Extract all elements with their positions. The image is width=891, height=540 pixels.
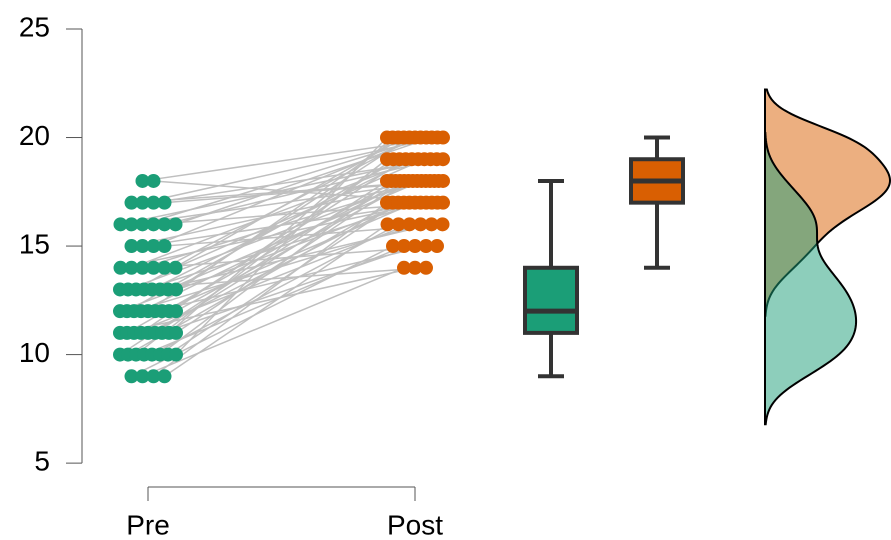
point xyxy=(124,217,139,232)
point xyxy=(135,260,150,275)
pair-line xyxy=(142,136,427,226)
pair-line xyxy=(131,158,419,269)
pair-line xyxy=(175,180,414,312)
point xyxy=(436,152,450,167)
x-tick-label: Post xyxy=(387,509,443,540)
point xyxy=(408,239,422,254)
pair-line xyxy=(140,180,409,312)
point xyxy=(146,369,161,384)
pair-line xyxy=(153,158,444,204)
point xyxy=(436,195,450,210)
y-tick-label: 20 xyxy=(19,120,50,151)
pair-line xyxy=(154,180,401,334)
point xyxy=(124,239,139,254)
point xyxy=(157,195,172,210)
pair-line xyxy=(142,201,432,247)
box xyxy=(523,265,579,335)
point xyxy=(424,217,439,232)
pair-line xyxy=(154,245,427,312)
y-tick-label: 15 xyxy=(19,228,50,259)
point xyxy=(397,260,411,275)
pair-line xyxy=(168,136,394,334)
point xyxy=(169,304,183,319)
point xyxy=(169,347,183,362)
point xyxy=(168,260,183,275)
pair-line xyxy=(142,136,444,182)
point xyxy=(408,260,422,275)
density xyxy=(764,131,858,426)
y-tick-label: 5 xyxy=(34,446,50,477)
point xyxy=(124,260,139,275)
pair-line xyxy=(142,267,405,377)
pair-line xyxy=(131,180,435,226)
point xyxy=(169,325,183,340)
pair-line xyxy=(161,245,416,334)
point xyxy=(146,260,161,275)
point xyxy=(124,369,139,384)
point xyxy=(430,239,444,254)
point xyxy=(113,217,128,232)
point xyxy=(419,239,433,254)
pair-line xyxy=(151,223,399,356)
point xyxy=(157,369,172,384)
pair-line xyxy=(164,136,416,269)
point xyxy=(124,195,139,210)
point xyxy=(436,130,450,145)
point xyxy=(168,217,183,232)
point xyxy=(146,239,161,254)
y-tick-label: 25 xyxy=(19,11,50,42)
point xyxy=(135,195,150,210)
pair-line xyxy=(143,201,421,291)
point xyxy=(386,239,400,254)
point xyxy=(380,217,395,232)
point xyxy=(135,217,150,232)
point xyxy=(419,260,433,275)
point xyxy=(402,217,417,232)
point xyxy=(146,173,161,188)
point xyxy=(146,217,161,232)
point xyxy=(157,260,172,275)
x-tick-label: Pre xyxy=(126,509,170,540)
point xyxy=(135,239,150,254)
point xyxy=(397,239,411,254)
point xyxy=(413,217,428,232)
point xyxy=(157,217,172,232)
point xyxy=(391,217,406,232)
point xyxy=(135,173,150,188)
point xyxy=(113,260,128,275)
point xyxy=(135,369,150,384)
pair-line xyxy=(175,136,433,226)
point xyxy=(146,195,161,210)
pair-line xyxy=(142,136,438,204)
point xyxy=(435,217,450,232)
point xyxy=(436,173,450,188)
pair-line xyxy=(120,201,427,269)
y-tick-label: 10 xyxy=(19,337,50,368)
point xyxy=(157,239,172,254)
point xyxy=(169,282,183,297)
